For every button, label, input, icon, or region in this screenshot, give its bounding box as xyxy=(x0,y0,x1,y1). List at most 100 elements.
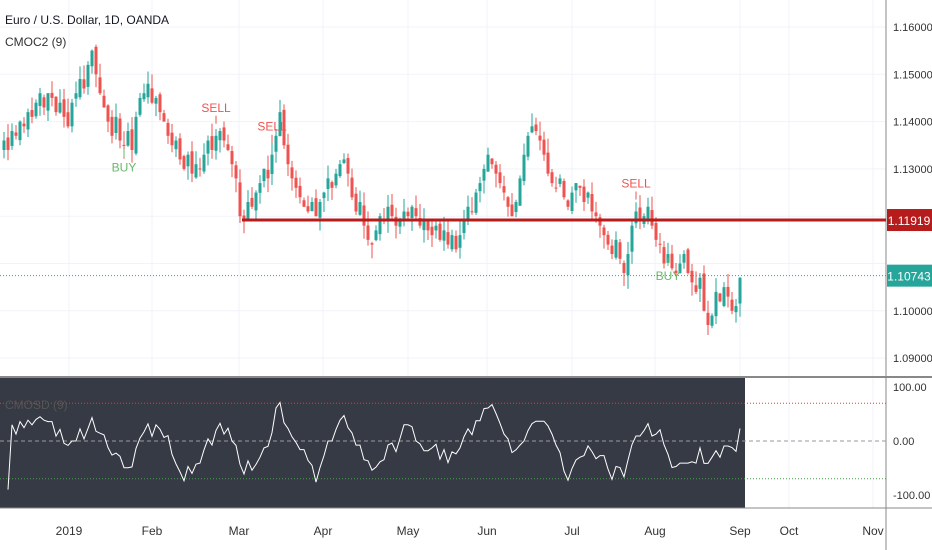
candle-body xyxy=(690,270,694,283)
candle-body xyxy=(122,144,126,146)
candle-body xyxy=(78,79,82,98)
candle-body xyxy=(158,94,162,113)
candle-body xyxy=(534,124,538,132)
candle-body xyxy=(154,97,158,104)
candle-body xyxy=(438,223,442,240)
candle-body xyxy=(494,164,498,174)
candle-body xyxy=(26,112,30,130)
candle-body xyxy=(30,110,34,117)
candle-body xyxy=(206,140,210,154)
candle-body xyxy=(366,225,370,240)
oscillator-tick-label: 0.00 xyxy=(893,436,914,448)
candle-body xyxy=(618,242,622,259)
candle-body xyxy=(422,220,426,231)
candle-body xyxy=(10,131,14,146)
candle-body xyxy=(514,202,518,213)
candle-body xyxy=(606,234,610,245)
candle-body xyxy=(430,226,434,236)
candle-body xyxy=(66,112,70,127)
candle-body xyxy=(322,192,326,199)
candle-body xyxy=(450,235,454,250)
candle-body xyxy=(182,156,186,169)
candle-body xyxy=(102,95,106,108)
candle-body xyxy=(214,135,218,151)
candle-body xyxy=(718,293,722,302)
time-tick-label: May xyxy=(397,524,420,538)
candle-body xyxy=(118,118,122,141)
candle-body xyxy=(270,154,274,175)
candle-body xyxy=(138,97,142,115)
candle-body xyxy=(350,177,354,198)
candle-body xyxy=(290,167,294,179)
candle-body xyxy=(362,205,366,226)
candle-body xyxy=(510,204,514,217)
candle-body xyxy=(146,83,150,98)
candle-body xyxy=(390,204,394,217)
candle-body xyxy=(502,186,506,193)
buy-signal: BUY xyxy=(656,269,681,283)
candle-body xyxy=(54,96,58,113)
candle-body xyxy=(346,158,350,174)
candle-body xyxy=(242,215,246,221)
price-tick-label: 1.09000 xyxy=(893,353,932,365)
candle-body xyxy=(582,186,586,203)
sell-signal: SELL xyxy=(621,176,651,190)
candle-body xyxy=(566,200,570,207)
candle-body xyxy=(110,116,114,136)
candle-body xyxy=(262,168,266,182)
candle-body xyxy=(6,137,10,150)
oscillator-background xyxy=(0,378,745,508)
candle-body xyxy=(370,243,374,245)
candle-body xyxy=(126,131,130,146)
candle-body xyxy=(210,136,214,150)
candle-body xyxy=(578,185,582,188)
candle-body xyxy=(662,247,666,264)
candle-body xyxy=(42,97,46,108)
candle-body xyxy=(38,93,42,106)
candle-body xyxy=(682,254,686,263)
candle-body xyxy=(558,178,562,184)
candle-body xyxy=(474,192,478,213)
candle-body xyxy=(18,121,22,141)
candle-body xyxy=(202,154,206,172)
candle-body xyxy=(398,220,402,227)
candle-body xyxy=(318,202,322,218)
oscillator-tick-label: -100.00 xyxy=(893,490,930,502)
candle-body xyxy=(150,88,154,103)
candle-body xyxy=(486,154,490,172)
candle-body xyxy=(374,230,378,241)
candle-body xyxy=(218,131,222,141)
candle-body xyxy=(250,197,254,207)
oscillator-label: CMOSD (9) xyxy=(5,398,68,412)
candle-body xyxy=(274,135,278,152)
candle-body xyxy=(98,77,102,94)
candle-body xyxy=(714,291,718,317)
candle-body xyxy=(678,263,682,273)
oscillator-line xyxy=(7,401,741,490)
candle-body xyxy=(734,306,738,313)
candle-body xyxy=(178,138,182,160)
candle-body xyxy=(730,299,734,311)
candle-body xyxy=(74,93,78,99)
candle-body xyxy=(254,192,258,211)
price-tick-label: 1.16000 xyxy=(893,22,932,34)
candle-body xyxy=(174,140,178,150)
candle-body xyxy=(626,254,630,276)
candle-body xyxy=(610,245,614,255)
candle-body xyxy=(166,122,170,136)
candle-body xyxy=(614,239,618,258)
candle-body xyxy=(106,105,110,122)
candle-body xyxy=(738,277,742,304)
candle-body xyxy=(406,211,410,217)
candle-body xyxy=(694,285,698,292)
candle-body xyxy=(298,185,302,198)
time-tick-label: Mar xyxy=(229,524,250,538)
candle-body xyxy=(454,235,458,250)
candle-body xyxy=(458,235,462,248)
level-price-label: 1.11919 xyxy=(888,214,931,228)
candle-body xyxy=(726,286,730,297)
candle-body xyxy=(386,206,390,220)
last-price-tag xyxy=(887,264,932,287)
candle-body xyxy=(170,132,174,146)
